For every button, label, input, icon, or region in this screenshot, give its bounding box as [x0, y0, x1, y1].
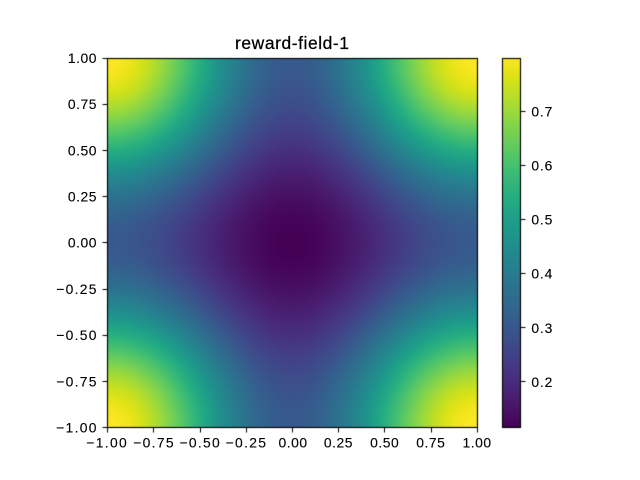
svg-text:0.25: 0.25 [324, 435, 353, 451]
svg-text:0.6: 0.6 [531, 157, 552, 173]
svg-text:−1.00: −1.00 [86, 435, 127, 451]
svg-text:reward-field-1: reward-field-1 [235, 33, 349, 53]
svg-text:0.75: 0.75 [68, 96, 97, 112]
svg-text:−0.50: −0.50 [179, 435, 220, 451]
svg-text:0.4: 0.4 [531, 266, 552, 282]
svg-text:0.00: 0.00 [68, 235, 97, 251]
svg-text:0.2: 0.2 [531, 374, 552, 390]
svg-text:1.00: 1.00 [68, 50, 97, 66]
svg-text:0.5: 0.5 [531, 212, 552, 228]
svg-text:−1.00: −1.00 [56, 420, 97, 436]
svg-text:0.75: 0.75 [416, 435, 445, 451]
svg-text:0.50: 0.50 [370, 435, 399, 451]
svg-text:−0.75: −0.75 [56, 373, 97, 389]
svg-text:0.7: 0.7 [531, 103, 552, 119]
svg-text:0.25: 0.25 [68, 189, 97, 205]
svg-text:0.3: 0.3 [531, 320, 552, 336]
svg-text:−0.25: −0.25 [56, 281, 97, 297]
svg-text:−0.25: −0.25 [226, 435, 267, 451]
svg-text:1.00: 1.00 [463, 435, 492, 451]
svg-text:−0.75: −0.75 [133, 435, 174, 451]
svg-text:0.50: 0.50 [68, 142, 97, 158]
svg-text:−0.50: −0.50 [56, 327, 97, 343]
svg-text:0.00: 0.00 [279, 435, 308, 451]
